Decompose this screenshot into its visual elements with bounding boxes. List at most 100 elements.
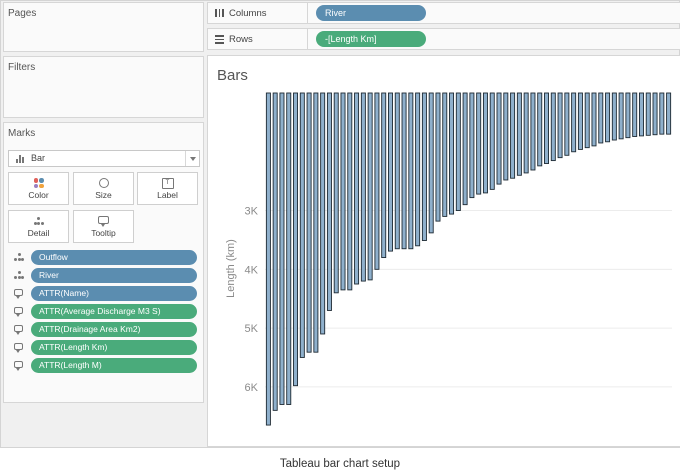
bar[interactable] [272, 92, 278, 411]
field-pill[interactable]: ATTR(Length Km) [31, 340, 197, 355]
field-pill[interactable]: River [31, 268, 197, 283]
bar[interactable] [401, 92, 407, 250]
field-pill[interactable]: ATTR(Drainage Area Km2) [31, 322, 197, 337]
bar[interactable] [265, 92, 271, 426]
bar[interactable] [523, 92, 529, 174]
mark-field-outflow[interactable]: Outflow [13, 250, 197, 265]
bar[interactable] [605, 92, 611, 143]
bar[interactable] [449, 92, 455, 215]
field-pill[interactable]: ATTR(Name) [31, 286, 197, 301]
size-button[interactable]: Size [73, 172, 134, 205]
bar[interactable] [611, 92, 617, 141]
mark-field-attr-drainage[interactable]: ATTR(Drainage Area Km2) [13, 322, 197, 337]
field-pill[interactable]: Outflow [31, 250, 197, 265]
bar[interactable] [394, 92, 400, 250]
bar[interactable] [659, 92, 665, 135]
bar[interactable] [421, 92, 427, 241]
mark-type-dropdown[interactable]: Bar [8, 150, 200, 167]
bar[interactable] [408, 92, 414, 250]
label-button[interactable]: T Label [137, 172, 198, 205]
y-axis-label: Length (km) [225, 239, 237, 298]
bar[interactable] [313, 92, 319, 353]
bar[interactable] [476, 92, 482, 195]
bar[interactable] [584, 92, 590, 149]
bar[interactable] [503, 92, 509, 181]
bar[interactable] [326, 92, 332, 311]
bar[interactable] [388, 92, 393, 252]
mark-field-attr-discharge[interactable]: ATTR(Average Discharge M3 S) [13, 304, 197, 319]
bar[interactable] [666, 92, 672, 135]
bar[interactable] [286, 92, 292, 405]
bar[interactable] [435, 92, 441, 222]
bar[interactable] [299, 92, 305, 358]
tooltip-icon [14, 289, 23, 299]
detail-button[interactable]: Detail [8, 210, 69, 243]
bar[interactable] [306, 92, 312, 353]
y-tick-label: 3K [245, 206, 259, 218]
bar[interactable] [415, 92, 421, 247]
marks-card: Marks Bar Color Size T Label [3, 122, 204, 403]
bar[interactable] [333, 92, 339, 294]
pages-card[interactable]: Pages [3, 2, 204, 52]
bar[interactable] [279, 92, 285, 405]
bar[interactable] [516, 92, 522, 176]
bar[interactable] [489, 92, 495, 190]
field-pill[interactable]: ATTR(Length M) [31, 358, 197, 373]
color-dots-icon [33, 178, 45, 189]
bar[interactable] [320, 92, 326, 335]
bar[interactable] [455, 92, 461, 211]
bar[interactable] [340, 92, 346, 291]
columns-pill-river[interactable]: River [316, 5, 426, 21]
bar[interactable] [591, 92, 597, 147]
bar[interactable] [537, 92, 543, 167]
bar[interactable] [652, 92, 658, 136]
mark-field-attr-name[interactable]: ATTR(Name) [13, 286, 197, 301]
y-tick-label: 4K [245, 264, 259, 276]
bar[interactable] [482, 92, 488, 194]
bar[interactable] [428, 92, 434, 234]
bar[interactable] [598, 92, 604, 144]
bar[interactable] [462, 92, 468, 206]
bar[interactable] [293, 92, 299, 387]
bar[interactable] [442, 92, 448, 217]
bar[interactable] [354, 92, 360, 285]
bar[interactable] [571, 92, 577, 153]
mark-field-attr-length-km[interactable]: ATTR(Length Km) [13, 340, 197, 355]
bar[interactable] [360, 92, 366, 282]
bar[interactable] [645, 92, 651, 136]
bar[interactable] [564, 92, 570, 156]
viz-pane[interactable]: 3K 4K 5K 6K Length (km) Bars [207, 55, 680, 447]
bar[interactable] [530, 92, 536, 171]
bar[interactable] [618, 92, 624, 140]
label-button-label: Label [157, 190, 178, 200]
field-pill[interactable]: ATTR(Average Discharge M3 S) [31, 304, 197, 319]
bar[interactable] [374, 92, 380, 270]
bar[interactable] [510, 92, 516, 179]
rows-pill-length[interactable]: -[Length Km] [316, 31, 426, 47]
mark-field-river[interactable]: River [13, 268, 197, 283]
tooltip-button[interactable]: Tooltip [73, 210, 134, 243]
bar[interactable] [496, 92, 502, 185]
tooltip-icon [14, 307, 23, 317]
bar[interactable] [469, 92, 475, 199]
bar[interactable] [557, 92, 563, 159]
bar[interactable] [347, 92, 353, 291]
bar[interactable] [632, 92, 638, 137]
chevron-down-icon[interactable] [185, 151, 199, 166]
marks-card-title: Marks [8, 128, 36, 139]
bar[interactable] [367, 92, 373, 281]
color-button-label: Color [28, 190, 49, 200]
bar[interactable] [577, 92, 583, 150]
bar[interactable] [544, 92, 549, 164]
bar[interactable] [550, 92, 556, 162]
tooltip-icon [97, 216, 109, 227]
bar[interactable] [638, 92, 644, 137]
bar-chart[interactable]: 3K 4K 5K 6K Length (km) [208, 56, 680, 446]
filters-card[interactable]: Filters [3, 56, 204, 118]
color-button[interactable]: Color [8, 172, 69, 205]
bar[interactable] [381, 92, 387, 259]
bar[interactable] [625, 92, 631, 139]
columns-shelf[interactable]: Columns River [207, 2, 680, 24]
mark-field-attr-length-m[interactable]: ATTR(Length M) [13, 358, 197, 373]
rows-shelf[interactable]: Rows -[Length Km] [207, 28, 680, 50]
